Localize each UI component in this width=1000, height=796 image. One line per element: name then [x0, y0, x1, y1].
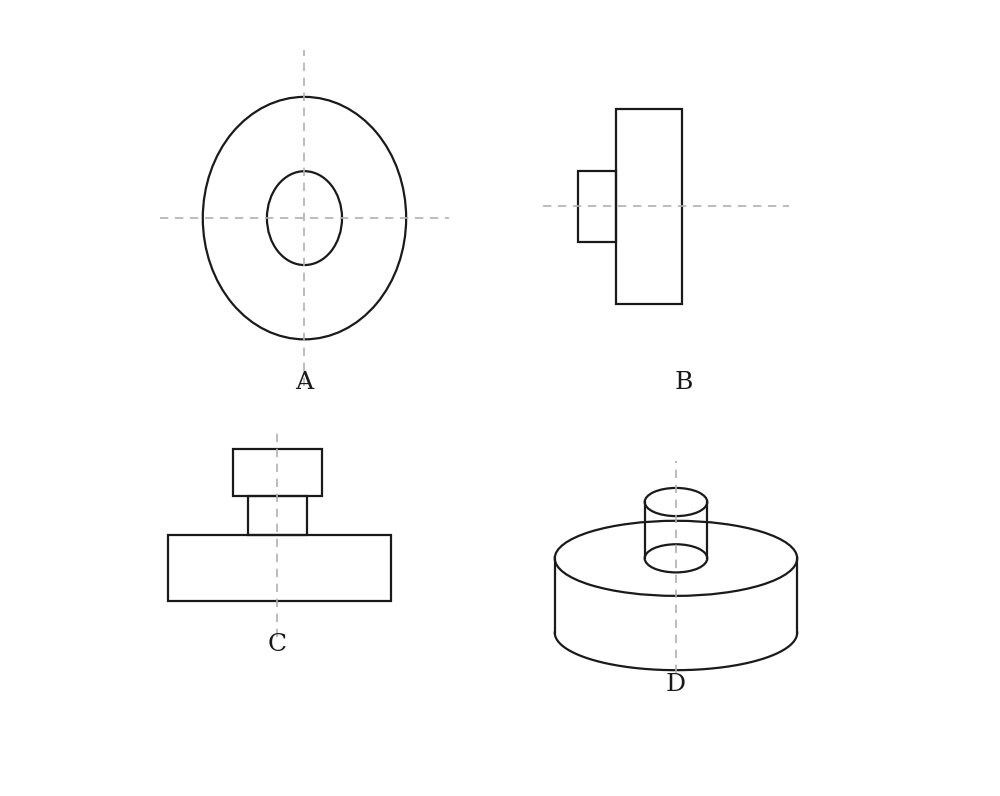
Text: A: A	[295, 371, 314, 394]
Bar	[248, 496, 307, 535]
Bar	[578, 171, 616, 241]
Bar	[168, 535, 391, 601]
Bar	[233, 449, 322, 496]
Text: B: B	[675, 371, 693, 394]
Text: D: D	[666, 673, 686, 696]
Bar	[616, 108, 682, 304]
Text: C: C	[268, 633, 287, 656]
